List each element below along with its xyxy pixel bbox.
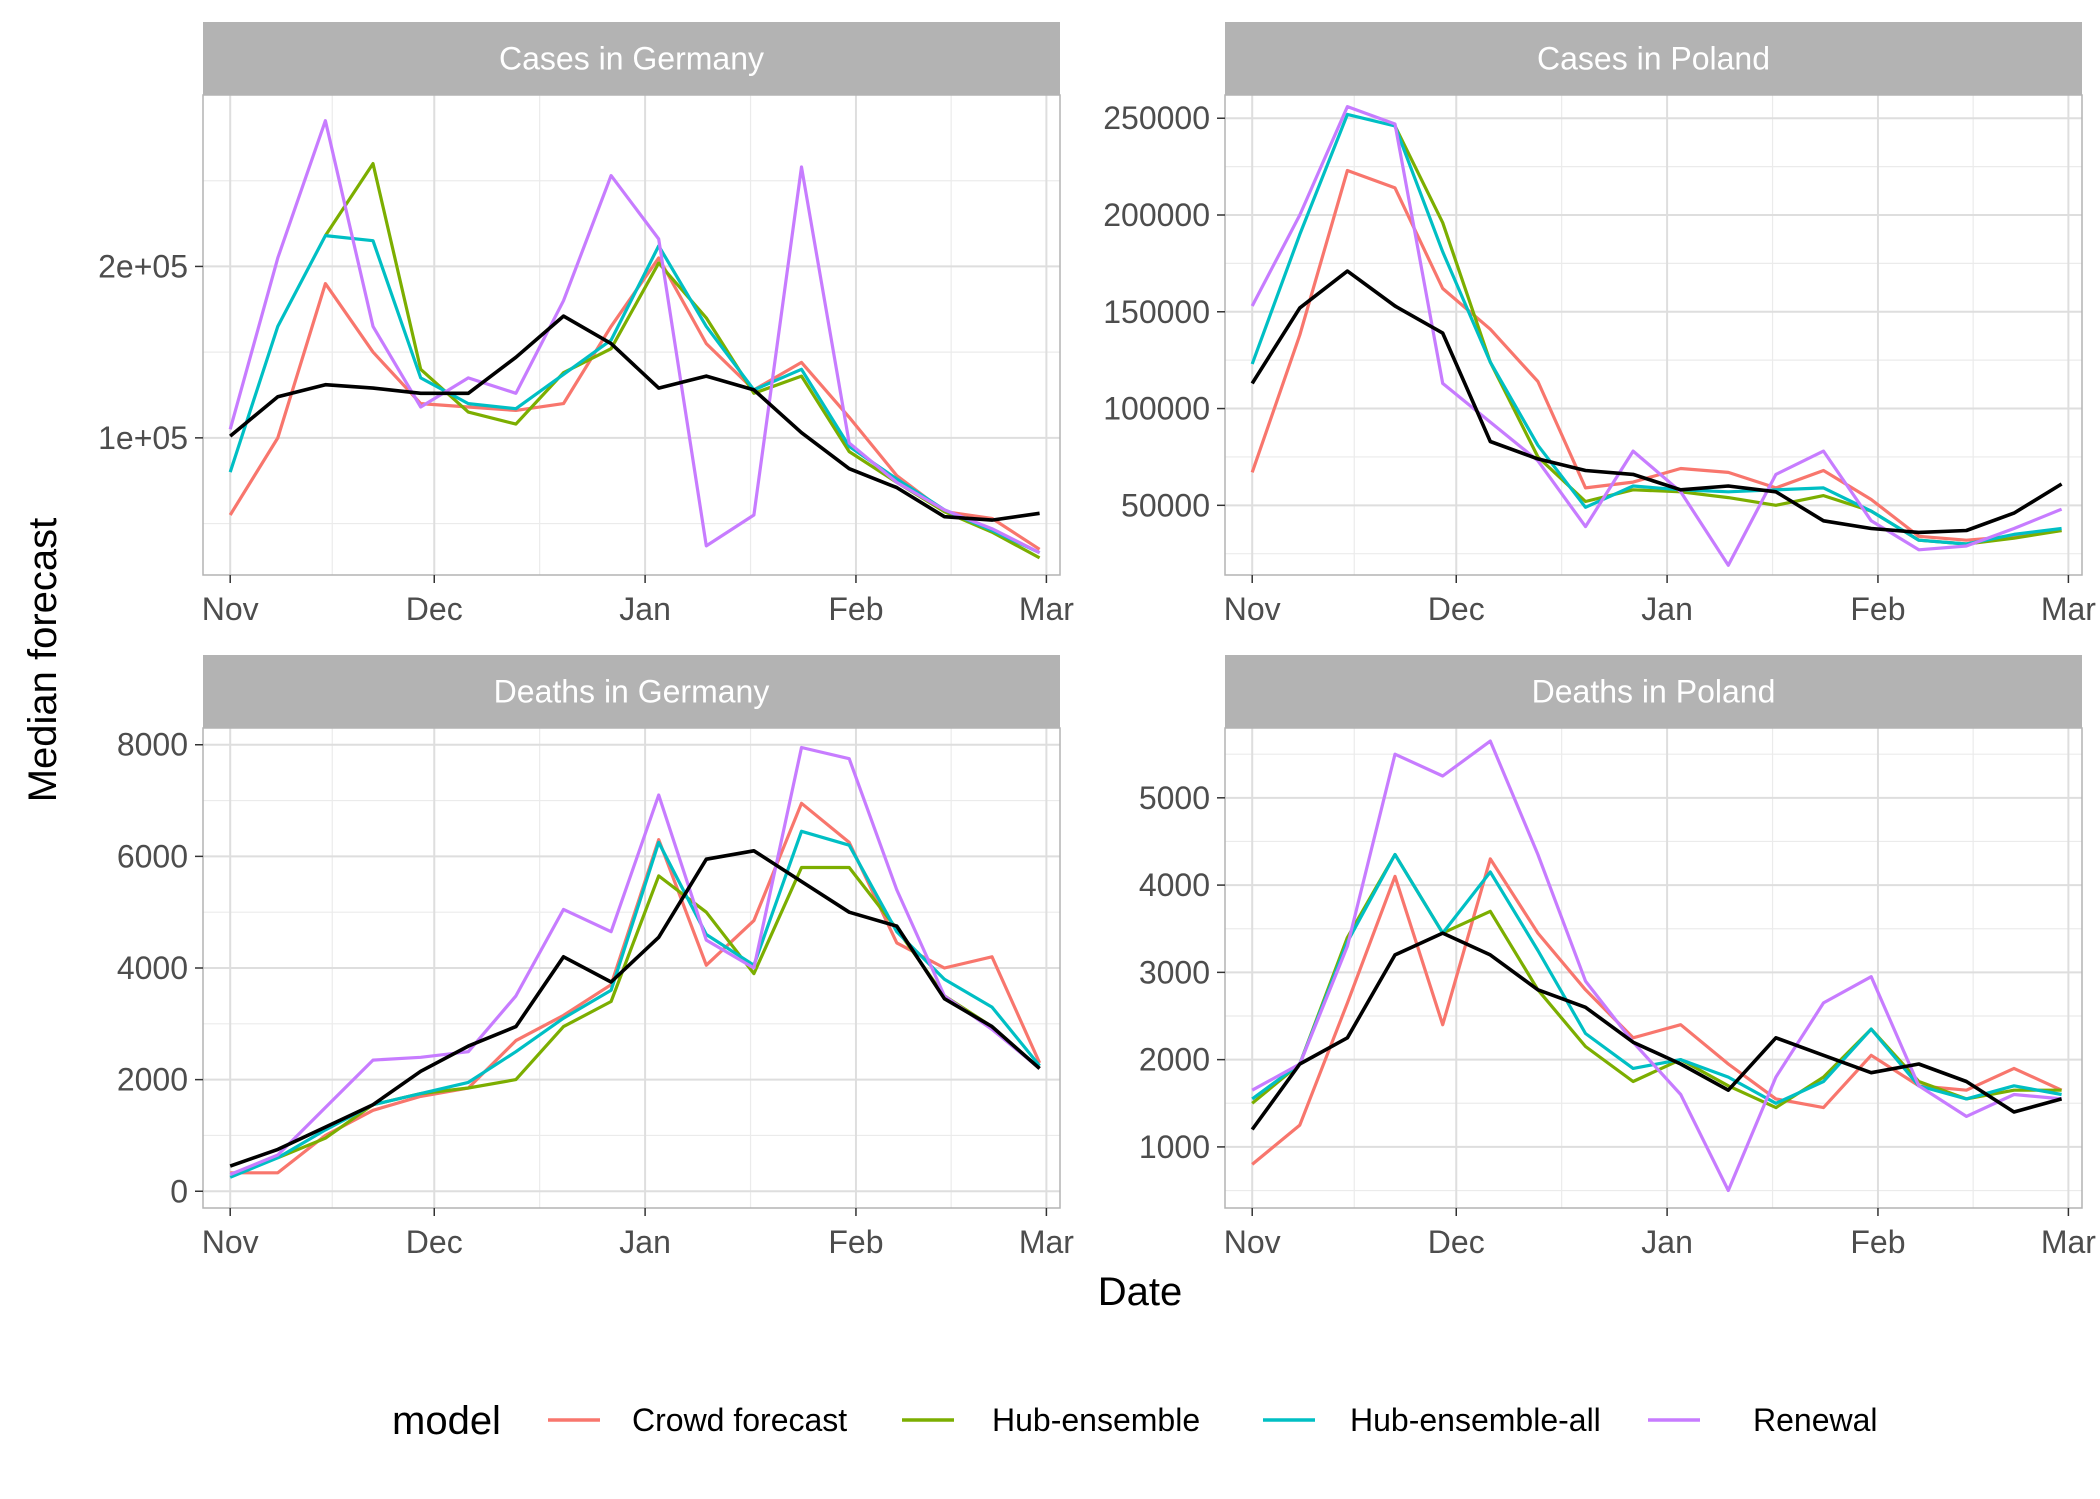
series-line-renewal	[1250, 105, 2063, 567]
y-axis-title: Median forecast	[21, 518, 65, 803]
legend-item-renewal: Renewal	[1648, 1402, 1878, 1438]
x-tick-label: Nov	[202, 1224, 259, 1260]
series-line-observed	[1250, 269, 2063, 535]
x-tick-label: Nov	[202, 591, 259, 627]
x-tick-label: Jan	[1641, 591, 1693, 627]
series-line-observed	[229, 314, 1040, 522]
panel-border	[1224, 94, 2083, 576]
x-tick-label: Feb	[1850, 1224, 1905, 1260]
y-tick-label: 0	[170, 1173, 188, 1209]
y-tick-label: 4000	[1139, 867, 1210, 903]
series-line-renewal	[1251, 739, 2062, 1193]
legend-label: Hub-ensemble-all	[1350, 1402, 1601, 1438]
x-tick-label: Feb	[828, 1224, 883, 1260]
legend-items: Crowd forecast Hub-ensemble Hub-ensemble-a…	[548, 1402, 1878, 1438]
legend-item-hub-ensemble-all: Hub-ensemble-all	[1263, 1402, 1601, 1438]
series-line-hub-ensemble-all	[1251, 852, 2062, 1105]
panel-deaths-in-germany: Deaths in Germany Nov Dec Jan Feb Mar 0 2000 400…	[117, 655, 1074, 1260]
y-tick-label: 150000	[1103, 294, 1210, 330]
legend-label: Crowd forecast	[632, 1402, 847, 1438]
x-tick-label: Jan	[619, 591, 671, 627]
panel-title: Deaths in Germany	[494, 674, 770, 710]
y-tick-label: 2000	[117, 1062, 188, 1098]
y-tick-label: 250000	[1103, 100, 1210, 136]
series-line-observed	[229, 849, 1041, 1168]
series-line-hub-ensemble-all	[228, 234, 1041, 555]
legend-label: Hub-ensemble	[992, 1402, 1200, 1438]
x-tick-label: Dec	[1428, 591, 1485, 627]
x-tick-label: Jan	[1641, 1224, 1693, 1260]
series-line-hub-ensemble-all	[1250, 112, 2062, 546]
panel-deaths-in-poland: Deaths in Poland Nov Dec Jan Feb Mar 1000 2000 3…	[1139, 655, 2096, 1260]
y-tick-label: 50000	[1121, 487, 1210, 523]
panel-cases-in-germany: Cases in Germany Nov Dec Jan Feb Mar 1e+05 2e+0…	[98, 22, 1074, 627]
y-tick-label: 5000	[1139, 780, 1210, 816]
series-line-renewal	[228, 119, 1041, 555]
x-tick-label: Feb	[828, 591, 883, 627]
x-tick-label: Dec	[406, 591, 463, 627]
legend-title: model	[392, 1399, 501, 1443]
x-tick-label: Jan	[619, 1224, 671, 1260]
series-line-renewal	[229, 745, 1041, 1176]
x-tick-label: Nov	[1224, 591, 1281, 627]
facet-panels: Cases in Germany Nov Dec Jan Feb Mar 1e+05 2e+0…	[98, 22, 2096, 1260]
y-tick-label: 3000	[1139, 954, 1210, 990]
panel-border	[1224, 727, 2083, 1209]
y-tick-label: 2e+05	[98, 248, 188, 284]
strip-deaths-in-germany	[203, 655, 1060, 728]
x-tick-label: Mar	[1019, 591, 1074, 627]
panel-title: Deaths in Poland	[1532, 674, 1776, 710]
strip-deaths-in-poland	[1225, 655, 2082, 728]
x-tick-label: Nov	[1224, 1224, 1281, 1260]
y-tick-label: 8000	[117, 727, 188, 763]
strip-cases-in-poland	[1225, 22, 2082, 95]
panel-border	[202, 94, 1061, 576]
panel-title: Cases in Germany	[499, 41, 764, 77]
y-tick-label: 6000	[117, 838, 188, 874]
x-axis-title: Date	[1098, 1270, 1183, 1314]
y-tick-label: 2000	[1139, 1042, 1210, 1078]
y-tick-label: 4000	[117, 950, 188, 986]
x-tick-label: Feb	[1850, 591, 1905, 627]
y-tick-label: 1000	[1139, 1129, 1210, 1165]
series-line-crowd-forecast	[1250, 168, 2062, 542]
y-tick-label: 200000	[1103, 197, 1210, 233]
series-line-observed	[1250, 931, 2063, 1131]
x-tick-label: Dec	[406, 1224, 463, 1260]
legend-item-crowd-forecast: Crowd forecast	[548, 1402, 847, 1438]
panel-title: Cases in Poland	[1537, 41, 1770, 77]
legend-item-hub-ensemble: Hub-ensemble	[902, 1402, 1200, 1438]
x-tick-label: Mar	[1019, 1224, 1074, 1260]
y-tick-label: 100000	[1103, 391, 1210, 427]
x-tick-label: Dec	[1428, 1224, 1485, 1260]
legend-label: Renewal	[1753, 1402, 1878, 1438]
x-tick-label: Mar	[2041, 1224, 2096, 1260]
y-tick-label: 1e+05	[98, 420, 188, 456]
x-tick-label: Mar	[2041, 591, 2096, 627]
strip-cases-in-germany	[203, 22, 1060, 95]
panel-cases-in-poland: Cases in Poland Nov Dec Jan Feb Mar 50000 10000…	[1103, 22, 2096, 627]
legend: model Crowd forecast Hub-ensemble Hub-ense…	[392, 1399, 1878, 1443]
